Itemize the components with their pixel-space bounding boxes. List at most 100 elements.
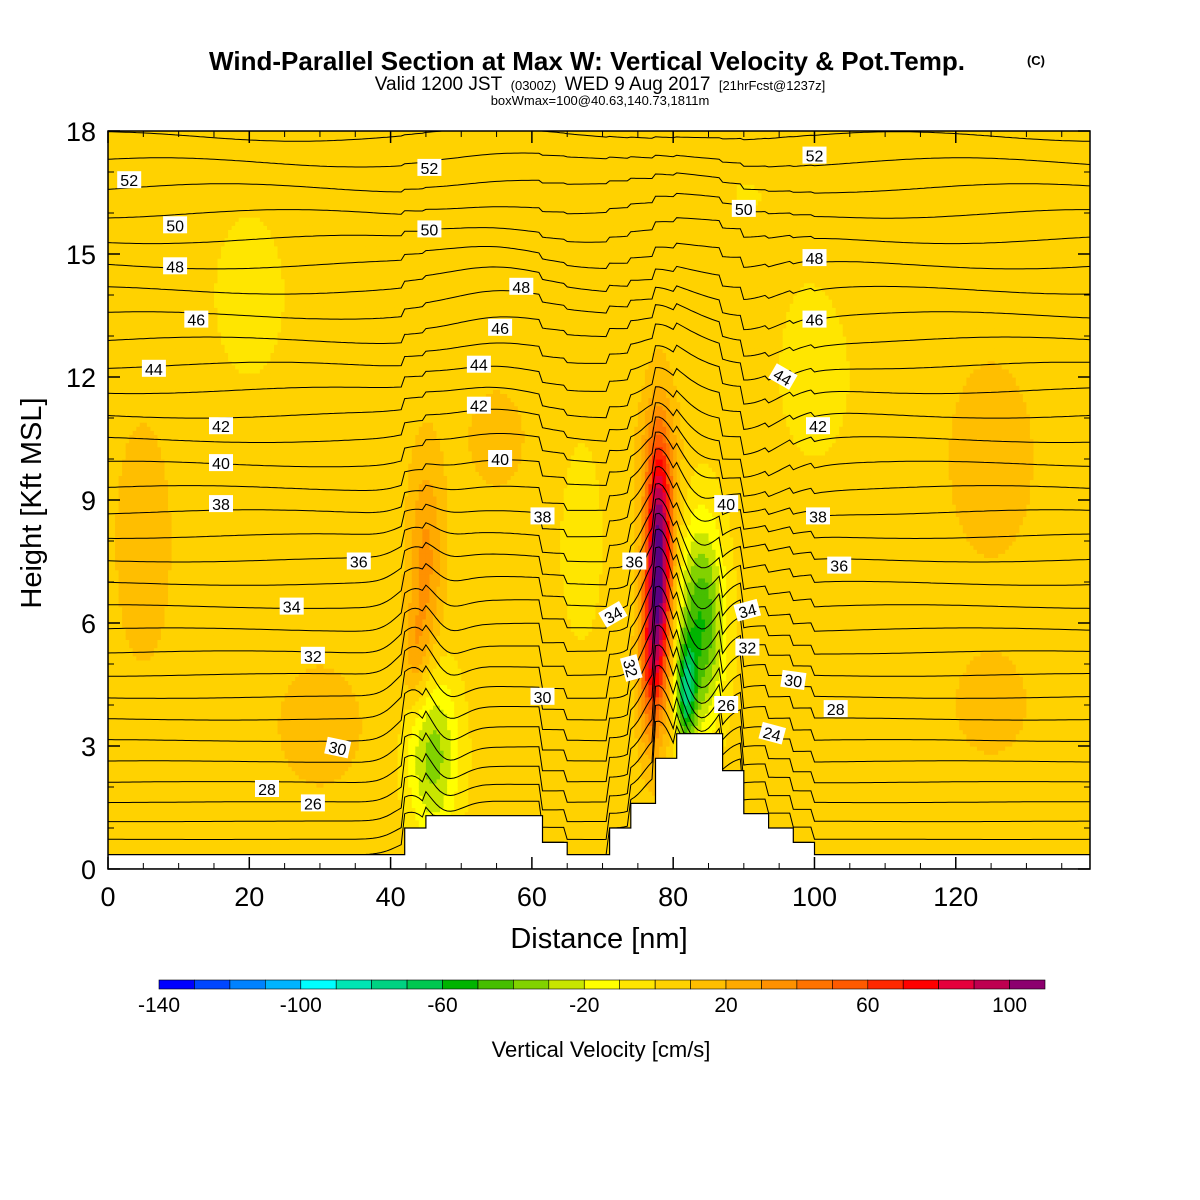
velocity-cell (115, 529, 119, 534)
velocity-cell (119, 635, 123, 640)
velocity-cell (112, 516, 116, 521)
velocity-cell (115, 635, 119, 640)
velocity-cell (112, 808, 116, 813)
velocity-cell (119, 525, 123, 530)
plot-area: 52525250 505048484846 46 4644 444442424240 40… (108, 105, 1091, 870)
velocity-cell (112, 270, 116, 275)
velocity-cell (115, 238, 119, 243)
velocity-cell (115, 828, 119, 833)
velocity-cell (115, 357, 119, 362)
velocity-cell (112, 434, 116, 439)
velocity-cell (119, 521, 123, 526)
velocity-cell (119, 147, 123, 152)
velocity-cell (112, 726, 116, 731)
velocity-cell (119, 799, 123, 804)
velocity-cell (119, 840, 123, 845)
velocity-cell (115, 320, 119, 325)
velocity-cell (112, 680, 116, 685)
velocity-cell (119, 820, 123, 825)
velocity-cell (115, 344, 119, 349)
velocity-cell (115, 508, 119, 513)
velocity-cell (119, 832, 123, 837)
velocity-cell (112, 533, 116, 538)
velocity-cell (119, 143, 123, 148)
velocity-cell (115, 406, 119, 411)
velocity-cell (115, 365, 119, 370)
velocity-cell (112, 430, 116, 435)
velocity-cell (115, 504, 119, 509)
velocity-cell (115, 467, 119, 472)
velocity-cell (119, 152, 123, 157)
velocity-cell (112, 340, 116, 345)
velocity-cell (112, 307, 116, 312)
velocity-cell (119, 508, 123, 513)
velocity-cell (119, 332, 123, 337)
velocity-cell (119, 529, 123, 534)
velocity-cell (115, 340, 119, 345)
velocity-cell (119, 480, 123, 485)
velocity-cell (119, 709, 123, 714)
velocity-cell (112, 787, 116, 792)
velocity-cell (119, 754, 123, 759)
velocity-cell (112, 664, 116, 669)
velocity-cell (122, 762, 126, 767)
velocity-cell (112, 328, 116, 333)
velocity-cell (119, 721, 123, 726)
velocity-cell (112, 631, 116, 636)
velocity-cell (115, 812, 119, 817)
velocity-cell (115, 393, 119, 398)
velocity-cell (112, 598, 116, 603)
velocity-cell (112, 849, 116, 854)
velocity-cell (119, 849, 123, 854)
velocity-cell (115, 266, 119, 271)
velocity-cell (112, 451, 116, 456)
velocity-cell (119, 701, 123, 706)
velocity-cell (112, 832, 116, 837)
velocity-cell (115, 197, 119, 202)
velocity-cell (115, 332, 119, 337)
velocity-cell (112, 443, 116, 448)
velocity-cell (122, 795, 126, 800)
velocity-cell (115, 447, 119, 452)
velocity-cell (115, 205, 119, 210)
velocity-cell (115, 291, 119, 296)
velocity-cell (115, 135, 119, 140)
velocity-cell (115, 193, 119, 198)
velocity-cell (112, 480, 116, 485)
velocity-cell (122, 844, 126, 849)
velocity-cell (115, 430, 119, 435)
velocity-cell (119, 299, 123, 304)
velocity-cell (119, 574, 123, 579)
velocity-cell (119, 197, 123, 202)
velocity-cell (119, 783, 123, 788)
velocity-cell (119, 209, 123, 214)
velocity-cell (112, 529, 116, 534)
velocity-cell (115, 639, 119, 644)
velocity-cell (115, 824, 119, 829)
velocity-cell (112, 734, 116, 739)
velocity-cell (119, 767, 123, 772)
velocity-cell (112, 266, 116, 271)
velocity-cell (122, 709, 126, 714)
velocity-cell (119, 734, 123, 739)
velocity-cell (119, 541, 123, 546)
velocity-cell (112, 193, 116, 198)
velocity-cell (112, 426, 116, 431)
velocity-cell (112, 771, 116, 776)
velocity-cell (115, 803, 119, 808)
velocity-cell (115, 201, 119, 206)
velocity-cell (119, 385, 123, 390)
velocity-cell (119, 443, 123, 448)
velocity-cell (119, 229, 123, 234)
velocity-cell (112, 357, 116, 362)
velocity-cell (119, 693, 123, 698)
velocity-cell (122, 721, 126, 726)
velocity-cell (119, 439, 123, 444)
velocity-cell (119, 410, 123, 415)
velocity-cell (119, 352, 123, 357)
velocity-cell (119, 201, 123, 206)
velocity-cell (115, 213, 119, 218)
velocity-cell (115, 668, 119, 673)
velocity-cell (112, 471, 116, 476)
velocity-cell (119, 570, 123, 575)
